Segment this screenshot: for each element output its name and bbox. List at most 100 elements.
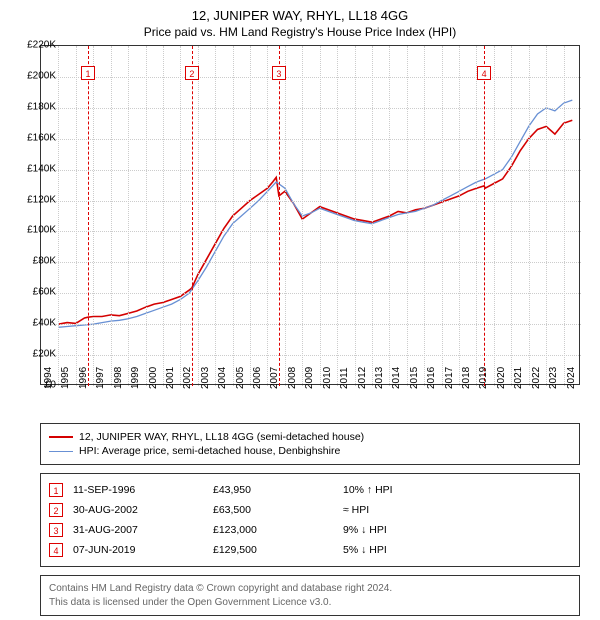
gridline-vertical xyxy=(372,46,373,386)
gridline-horizontal xyxy=(41,108,581,109)
event-marker: 3 xyxy=(272,66,286,80)
gridline-vertical xyxy=(529,46,530,386)
gridline-vertical xyxy=(111,46,112,386)
gridline-vertical xyxy=(337,46,338,386)
transaction-badge: 1 xyxy=(49,483,63,497)
y-axis-label: £140K xyxy=(27,163,56,174)
gridline-vertical xyxy=(198,46,199,386)
gridline-horizontal xyxy=(41,262,581,263)
x-axis-label: 2011 xyxy=(339,367,350,389)
transaction-diff: ≈ HPI xyxy=(343,504,571,516)
y-axis-label: £60K xyxy=(33,287,56,298)
x-axis-label: 2012 xyxy=(357,367,368,389)
gridline-horizontal xyxy=(41,139,581,140)
x-axis-label: 2006 xyxy=(252,367,263,389)
x-axis-label: 1999 xyxy=(130,367,141,389)
gridline-vertical xyxy=(215,46,216,386)
transaction-date: 11-SEP-1996 xyxy=(73,484,203,496)
gridline-vertical xyxy=(250,46,251,386)
x-axis-label: 2017 xyxy=(444,367,455,389)
chart-container: 12, JUNIPER WAY, RHYL, LL18 4GG Price pa… xyxy=(0,0,600,620)
x-axis-label: 2005 xyxy=(235,367,246,389)
transaction-row: 407-JUN-2019£129,5005% ↓ HPI xyxy=(49,540,571,560)
x-axis-label: 2001 xyxy=(165,367,176,389)
y-axis-label: £20K xyxy=(33,349,56,360)
gridline-horizontal xyxy=(41,170,581,171)
x-axis-label: 1995 xyxy=(60,367,71,389)
x-axis-label: 2009 xyxy=(304,367,315,389)
event-line xyxy=(192,46,193,386)
transaction-date: 31-AUG-2007 xyxy=(73,524,203,536)
gridline-vertical xyxy=(146,46,147,386)
x-axis-label: 2021 xyxy=(513,367,524,389)
transaction-diff: 5% ↓ HPI xyxy=(343,544,571,556)
gridline-vertical xyxy=(476,46,477,386)
legend-label: HPI: Average price, semi-detached house,… xyxy=(79,445,340,457)
legend-row: HPI: Average price, semi-detached house,… xyxy=(49,444,571,458)
y-axis-label: £200K xyxy=(27,70,56,81)
x-axis-label: 1994 xyxy=(43,367,54,389)
chart-area: 1234 £0£20K£40K£60K£80K£100K£120K£140K£1… xyxy=(40,45,600,399)
transaction-price: £63,500 xyxy=(213,504,333,516)
gridline-vertical xyxy=(355,46,356,386)
transaction-badge: 4 xyxy=(49,543,63,557)
x-axis-label: 1997 xyxy=(95,367,106,389)
line-series-svg xyxy=(41,46,581,386)
legend-label: 12, JUNIPER WAY, RHYL, LL18 4GG (semi-de… xyxy=(79,431,364,443)
x-axis-label: 2000 xyxy=(148,367,159,389)
x-axis-label: 2008 xyxy=(287,367,298,389)
event-line xyxy=(88,46,89,386)
y-axis-label: £160K xyxy=(27,132,56,143)
gridline-vertical xyxy=(546,46,547,386)
gridline-vertical xyxy=(320,46,321,386)
gridline-horizontal xyxy=(41,293,581,294)
x-axis-label: 2020 xyxy=(496,367,507,389)
gridline-vertical xyxy=(564,46,565,386)
gridline-vertical xyxy=(302,46,303,386)
legend: 12, JUNIPER WAY, RHYL, LL18 4GG (semi-de… xyxy=(40,423,580,465)
gridline-vertical xyxy=(58,46,59,386)
chart-title: 12, JUNIPER WAY, RHYL, LL18 4GG xyxy=(0,0,600,23)
gridline-horizontal xyxy=(41,324,581,325)
event-line xyxy=(279,46,280,386)
x-axis-label: 2024 xyxy=(566,367,577,389)
gridline-vertical xyxy=(163,46,164,386)
transaction-date: 30-AUG-2002 xyxy=(73,504,203,516)
gridline-vertical xyxy=(459,46,460,386)
transaction-price: £123,000 xyxy=(213,524,333,536)
gridline-vertical xyxy=(180,46,181,386)
y-axis-label: £180K xyxy=(27,101,56,112)
y-axis-label: £100K xyxy=(27,225,56,236)
x-axis-label: 2010 xyxy=(322,367,333,389)
x-axis-label: 1996 xyxy=(78,367,89,389)
gridline-horizontal xyxy=(41,355,581,356)
x-axis-label: 2015 xyxy=(409,367,420,389)
gridline-vertical xyxy=(285,46,286,386)
transaction-price: £129,500 xyxy=(213,544,333,556)
x-axis-label: 2023 xyxy=(548,367,559,389)
gridline-vertical xyxy=(424,46,425,386)
gridline-horizontal xyxy=(41,201,581,202)
gridline-vertical xyxy=(267,46,268,386)
plot-region: 1234 xyxy=(40,45,580,385)
gridline-vertical xyxy=(389,46,390,386)
gridline-vertical xyxy=(442,46,443,386)
gridline-vertical xyxy=(511,46,512,386)
x-axis-label: 2003 xyxy=(200,367,211,389)
transaction-row: 331-AUG-2007£123,0009% ↓ HPI xyxy=(49,520,571,540)
x-axis-label: 2016 xyxy=(426,367,437,389)
x-axis-label: 2014 xyxy=(391,367,402,389)
gridline-horizontal xyxy=(41,231,581,232)
footer-line-1: Contains HM Land Registry data © Crown c… xyxy=(49,582,571,596)
x-axis-label: 2018 xyxy=(461,367,472,389)
event-marker: 2 xyxy=(185,66,199,80)
transaction-badge: 2 xyxy=(49,503,63,517)
transaction-diff: 9% ↓ HPI xyxy=(343,524,571,536)
x-axis-label: 2013 xyxy=(374,367,385,389)
event-line xyxy=(484,46,485,386)
y-axis-label: £220K xyxy=(27,40,56,51)
transaction-diff: 10% ↑ HPI xyxy=(343,484,571,496)
x-axis-label: 2002 xyxy=(182,367,193,389)
footer-attribution: Contains HM Land Registry data © Crown c… xyxy=(40,575,580,616)
y-axis-label: £40K xyxy=(33,318,56,329)
